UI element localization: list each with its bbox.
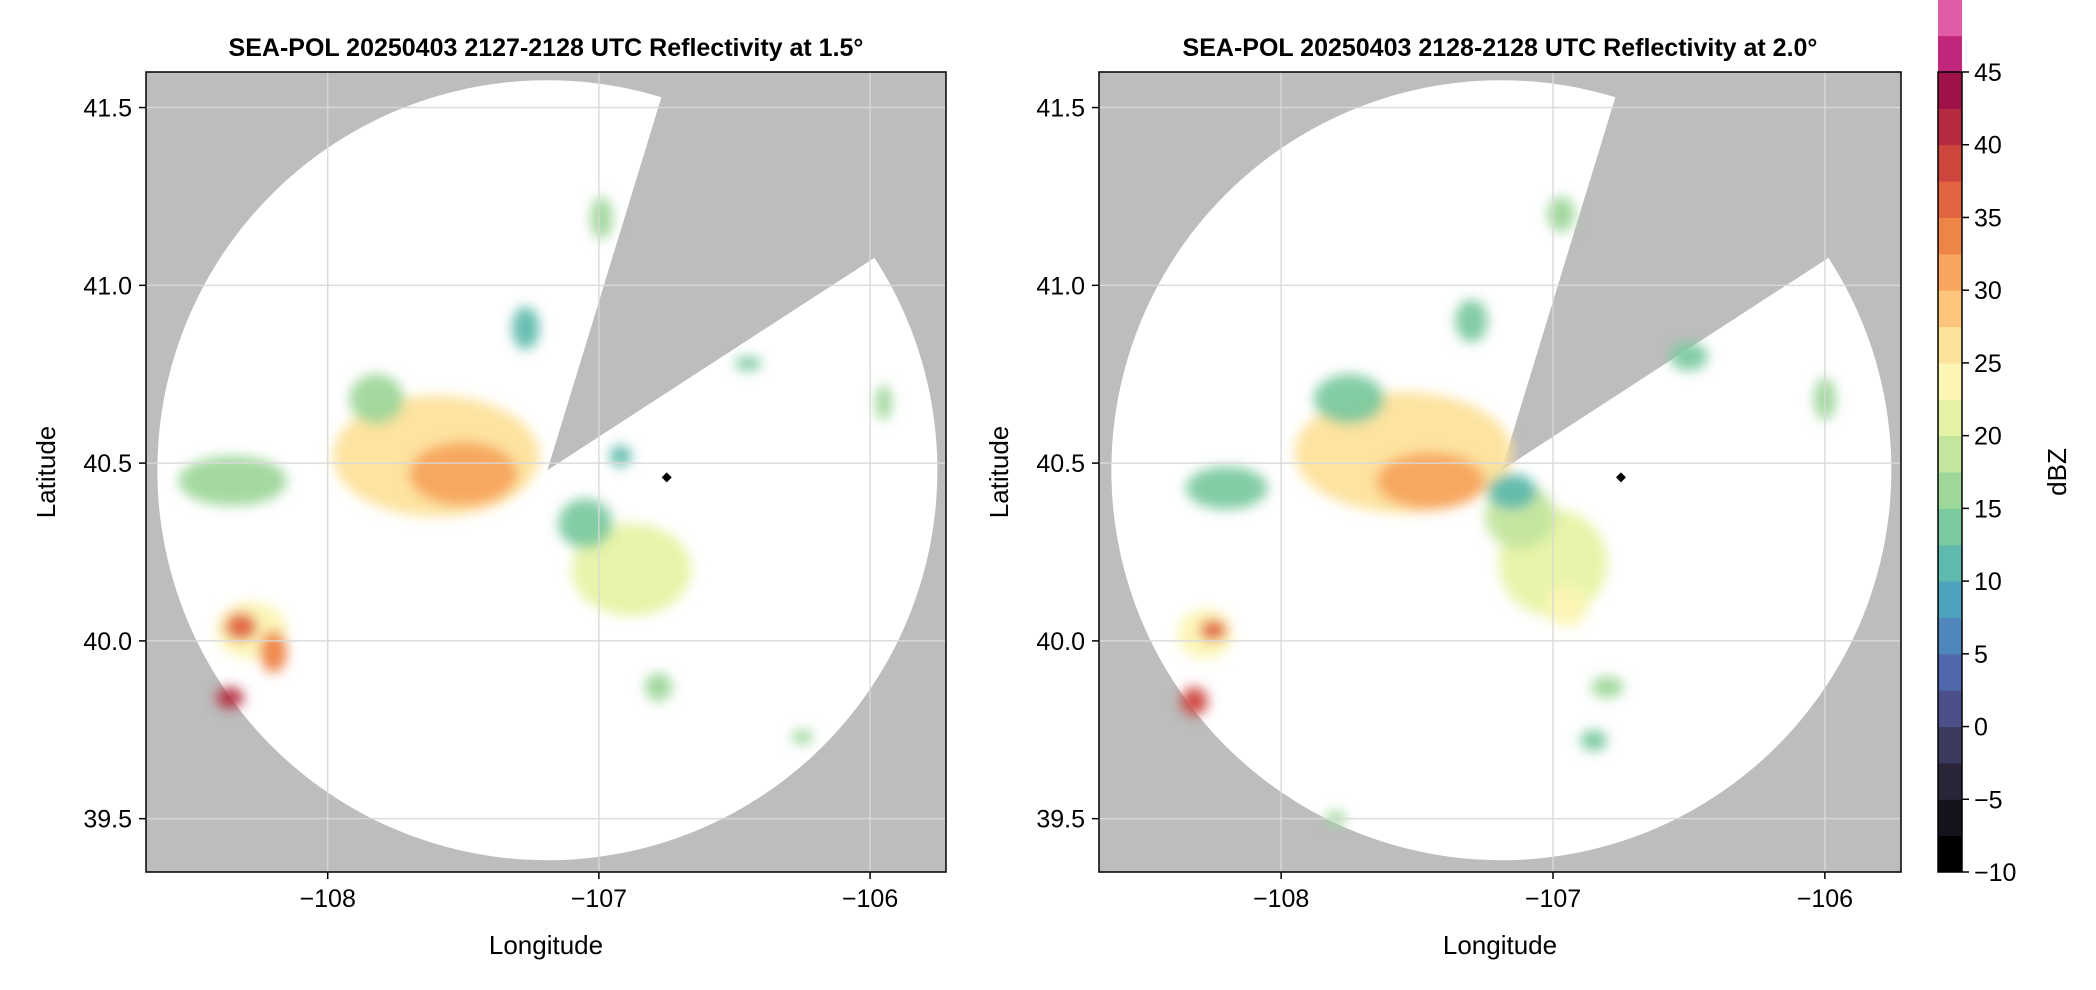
colorbar-segment (1938, 362, 1962, 400)
colorbar-segment (1938, 835, 1962, 873)
colorbar-tick-label: 30 (1974, 277, 2002, 305)
reflectivity-echo (1580, 729, 1608, 752)
colorbar-segment (1938, 253, 1962, 291)
panel-right-plot-area: −108 −107 −106 39.5 40.0 40.5 41.0 41.5 (1036, 71, 1902, 913)
colorbar-segment (1938, 290, 1962, 328)
x-tick-label: −108 (1253, 885, 1309, 913)
reflectivity-echo (734, 356, 762, 371)
reflectivity-echo (558, 498, 613, 549)
y-tick-label: 40.0 (1036, 628, 1085, 656)
colorbar-tick-label: 45 (1974, 59, 2002, 87)
colorbar-segment (1938, 690, 1962, 728)
x-tick-label: −106 (1797, 885, 1853, 913)
panel-right-title: SEA-POL 20250403 2128-2128 UTC Reflectiv… (1183, 34, 1818, 62)
colorbar-tick-label: 10 (1974, 568, 2002, 596)
plot-frame (145, 71, 947, 873)
reflectivity-echo (1591, 676, 1624, 698)
reflectivity-echo (791, 729, 814, 745)
reflectivity-echo (1669, 342, 1708, 371)
reflectivity-echo (1487, 473, 1537, 510)
reflectivity-echo (590, 196, 613, 240)
y-tick-label: 41.5 (1036, 95, 1085, 123)
panel-left-x-axis-label: Longitude (489, 930, 603, 960)
colorbar-frame (1937, 71, 1963, 873)
colorbar-segment (1938, 0, 1962, 37)
reflectivity-echo (216, 687, 244, 709)
colorbar-segment (1938, 326, 1962, 364)
colorbar-tick-label: 20 (1974, 423, 2002, 451)
colorbar-tick-label: 5 (1974, 641, 1988, 669)
y-tick-label: 39.5 (83, 806, 132, 834)
colorbar-segment (1938, 72, 1962, 109)
colorbar-label: dBZ (2042, 448, 2072, 496)
marker-point (1615, 472, 1626, 483)
colorbar-tick-label: 0 (1974, 714, 1988, 742)
x-tick-label: −106 (842, 885, 898, 913)
y-tick-label: 41.5 (83, 95, 132, 123)
colorbar-segment (1938, 144, 1962, 182)
colorbar-segment (1938, 544, 1962, 582)
reflectivity-echo (259, 630, 288, 673)
panel-right: SEA-POL 20250403 2128-2128 UTC Reflectiv… (984, 34, 1902, 960)
colorbar-segment (1938, 472, 1962, 509)
reflectivity-echo (224, 612, 258, 641)
colorbar-tick-label: 25 (1974, 350, 2002, 378)
y-tick-label: 39.5 (1036, 806, 1085, 834)
colorbar-segment (1938, 217, 1962, 255)
reflectivity-echo (1180, 687, 1208, 716)
colorbar-segment (1938, 799, 1962, 837)
panel-right-y-axis-label: Latitude (984, 426, 1014, 519)
colorbar-segment (1938, 726, 1962, 764)
x-tick-label: −108 (300, 885, 356, 913)
panel-left-plot-area: −108 −107 −106 39.5 40.0 40.5 41.0 41.5 (83, 71, 947, 913)
y-tick-label: 41.0 (1036, 272, 1085, 300)
reflectivity-echo (1547, 196, 1575, 233)
colorbar-tick-label: −10 (1974, 859, 2016, 887)
reflectivity-echo (349, 374, 404, 424)
y-tick-label: 40.0 (83, 628, 132, 656)
colorbar-tick-label: 35 (1974, 204, 2002, 232)
colorbar-segment (1938, 108, 1962, 146)
colorbar-segment (1938, 399, 1962, 437)
reflectivity-echo (571, 523, 692, 616)
colorbar-segment (1938, 35, 1962, 73)
reflectivity-echo (1313, 374, 1385, 424)
panel-left-y-axis-label: Latitude (31, 426, 61, 519)
y-tick-label: 41.0 (83, 272, 132, 300)
reflectivity-echo (1199, 619, 1227, 641)
reflectivity-echo (1185, 466, 1268, 510)
colorbar-segment (1938, 581, 1962, 618)
plot-frame (1098, 71, 1902, 873)
panel-right-x-axis-label: Longitude (1443, 930, 1557, 960)
colorbar-segment (1938, 181, 1962, 218)
colorbar-segment (1938, 508, 1962, 546)
panel-left-title: SEA-POL 20250403 2127-2128 UTC Reflectiv… (229, 34, 864, 62)
colorbar: −10 −5 0 5 10 15 20 25 30 35 40 45 (1937, 0, 2016, 887)
colorbar-segment (1938, 435, 1962, 473)
reflectivity-echo (1376, 452, 1486, 510)
colorbar-tick-label: 15 (1974, 495, 2002, 523)
radar-coverage-area (157, 80, 938, 861)
colorbar-tick-label: 40 (1974, 132, 2002, 160)
y-tick-label: 40.5 (1036, 450, 1085, 478)
reflectivity-echo (644, 672, 673, 702)
x-tick-label: −107 (571, 885, 627, 913)
reflectivity-echo (512, 306, 540, 350)
colorbar-segment (1938, 762, 1962, 800)
y-tick-label: 40.5 (83, 450, 132, 478)
marker-point (661, 472, 672, 483)
colorbar-segment (1938, 653, 1962, 691)
reflectivity-echo (178, 456, 288, 506)
reflectivity-echo (1544, 584, 1589, 627)
reflectivity-echo (409, 441, 518, 506)
colorbar-tick-label: −5 (1974, 786, 2003, 814)
reflectivity-echo (609, 445, 632, 467)
colorbar-segment (1938, 617, 1962, 655)
reflectivity-echo (1455, 299, 1488, 343)
x-tick-label: −107 (1525, 885, 1581, 913)
reflectivity-echo (875, 384, 892, 421)
panel-left: SEA-POL 20250403 2127-2128 UTC Reflectiv… (31, 34, 947, 960)
